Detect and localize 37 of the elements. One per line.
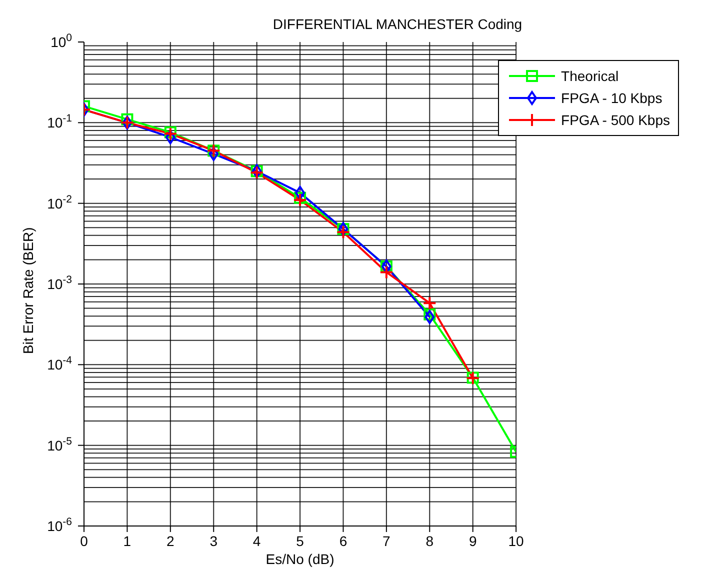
- point: [121, 113, 134, 126]
- x-tick-label: 1: [123, 533, 132, 549]
- y-axis-title: Bit Error Rate (BER): [20, 227, 36, 354]
- x-tick-label: 4: [252, 533, 261, 549]
- point: [293, 192, 308, 207]
- y-tick-label: 10$^{-6}$: [47, 516, 72, 534]
- point: [163, 126, 178, 141]
- point: [336, 225, 350, 240]
- x-tick-label: 8: [426, 533, 434, 549]
- x-tick-label: 3: [210, 533, 218, 549]
- point: [379, 265, 394, 280]
- legend-label: Theorical: [561, 68, 619, 84]
- legend-label: FPGA - 500 Kbps: [561, 112, 670, 128]
- y-tick-label: 10$^{-1}$: [47, 112, 72, 131]
- x-tick-label: 5: [296, 533, 304, 549]
- point: [295, 186, 306, 200]
- x-tick-label: 2: [166, 533, 175, 549]
- y-tick-label: 10$^{-2}$: [47, 193, 72, 212]
- x-axis-title: Es/No (dB): [266, 551, 334, 567]
- chart-title: DIFFERENTIAL MANCHESTER Coding: [272, 16, 524, 32]
- point: [208, 146, 219, 161]
- x-tick-label: 7: [382, 533, 391, 549]
- y-tick-label: 10$^{-3}$: [47, 274, 72, 292]
- x-tick-label: 9: [468, 533, 477, 549]
- legend-label: FPGA - 10 Kbps: [561, 90, 662, 106]
- point: [424, 310, 435, 324]
- x-tick-label: 6: [339, 533, 348, 549]
- y-tick-label: 10$^{-4}$: [47, 354, 72, 373]
- y-tick-label: 10$^{-5}$: [47, 435, 72, 454]
- point: [422, 296, 437, 310]
- y-tick-label: 10$^{0}$: [50, 32, 72, 50]
- x-tick-label: 10: [508, 533, 524, 549]
- point: [424, 308, 436, 320]
- point: [164, 126, 176, 138]
- x-tick-label: 0: [80, 533, 88, 549]
- point: [294, 192, 306, 204]
- point: [165, 130, 176, 144]
